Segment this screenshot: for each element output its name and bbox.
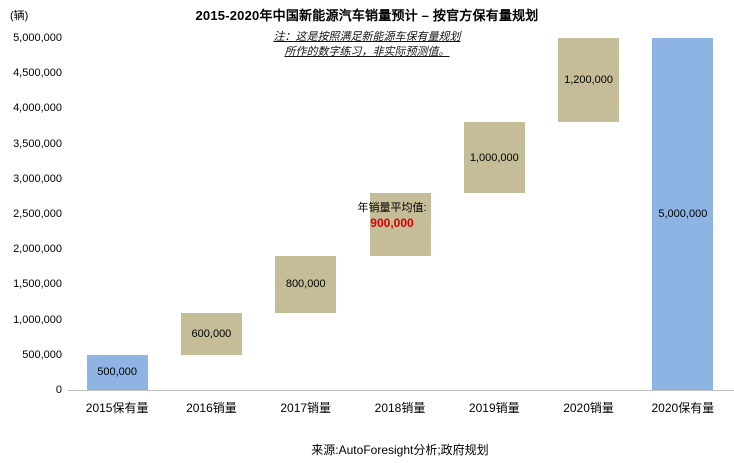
x-axis-tick-label: 2017销量 <box>280 401 332 415</box>
bar-value-label: 800,000 <box>285 278 326 291</box>
bar-value-label: 1,200,000 <box>564 74 614 87</box>
x-axis-tick-label: 2018销量 <box>374 401 426 415</box>
bar-value-label: 500,000 <box>97 366 138 379</box>
bar-annotation: 年销量平均值: 900,000 <box>357 202 426 231</box>
source-note: 来源:AutoForesight分析;政府规划 <box>311 443 489 457</box>
y-axis-tick-label: 500,000 <box>22 348 62 361</box>
x-axis-tick-label: 2016销量 <box>186 401 237 415</box>
chart-note: 注：这是按照满足新能源车保有量规划 所作的数字练习，非实际预测值。 <box>0 30 734 60</box>
x-axis-tick-label: 2020销量 <box>563 401 614 415</box>
bar <box>558 38 620 123</box>
y-axis-unit-label: (辆) <box>10 10 29 22</box>
chart-note-line1: 注：这是按照满足新能源车保有量规划 <box>273 31 461 43</box>
y-axis-tick-label: 4,000,000 <box>13 102 62 115</box>
y-axis-tick-label: 3,000,000 <box>13 172 62 185</box>
x-axis-tick-label: 2020保有量 <box>651 401 715 415</box>
y-axis-tick-label: 2,000,000 <box>13 243 62 256</box>
y-axis-tick-label: 0 <box>55 384 62 396</box>
chart-title: 2015-2020年中国新能源汽车销量预计 – 按官方保有量规划 <box>195 8 539 23</box>
bar <box>652 38 714 390</box>
chart-note-line2: 所作的数字练习，非实际预测值。 <box>284 46 450 58</box>
bar-value-label: 1,000,000 <box>469 151 519 164</box>
x-axis-tick-label: 2015保有量 <box>85 401 149 415</box>
y-axis-tick-label: 3,500,000 <box>13 137 62 150</box>
bar-value-label: 600,000 <box>191 327 232 340</box>
y-axis-tick-label: 5,000,000 <box>13 32 62 44</box>
y-axis-tick-label: 1,000,000 <box>13 313 62 326</box>
y-axis-tick-label: 4,500,000 <box>13 67 62 80</box>
bar-value-label: 5,000,000 <box>658 208 708 220</box>
bar <box>86 354 148 390</box>
bar <box>275 256 337 313</box>
bar <box>180 312 242 355</box>
annotation-value: 900,000 <box>370 215 414 230</box>
annotation-label: 年销量平均值: <box>357 201 427 214</box>
y-axis-tick-label: 1,500,000 <box>13 278 62 291</box>
bar <box>369 192 431 257</box>
bar <box>463 122 525 193</box>
y-axis-tick-label: 2,500,000 <box>13 208 62 220</box>
x-axis-line <box>68 390 734 391</box>
x-axis-tick-label: 2019销量 <box>468 401 520 415</box>
